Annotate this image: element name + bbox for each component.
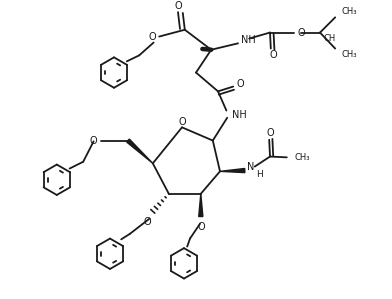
Text: O: O [149,32,156,42]
Polygon shape [127,139,153,163]
Text: O: O [269,50,277,60]
Text: N: N [247,162,254,172]
Text: CH₃: CH₃ [295,153,310,162]
Text: NH: NH [232,110,247,120]
Text: O: O [298,28,306,38]
Text: O: O [143,216,151,227]
Text: CH₃: CH₃ [342,50,358,59]
Text: O: O [236,79,244,89]
Text: NH: NH [241,35,256,45]
Polygon shape [220,168,245,173]
Text: CH: CH [323,34,336,43]
Text: O: O [179,117,187,127]
Text: O: O [267,128,275,138]
Text: O: O [175,1,183,11]
Text: CH₃: CH₃ [342,7,358,16]
Text: O: O [89,135,97,146]
Text: H: H [256,170,263,179]
Text: O: O [198,222,205,232]
Polygon shape [199,194,203,216]
